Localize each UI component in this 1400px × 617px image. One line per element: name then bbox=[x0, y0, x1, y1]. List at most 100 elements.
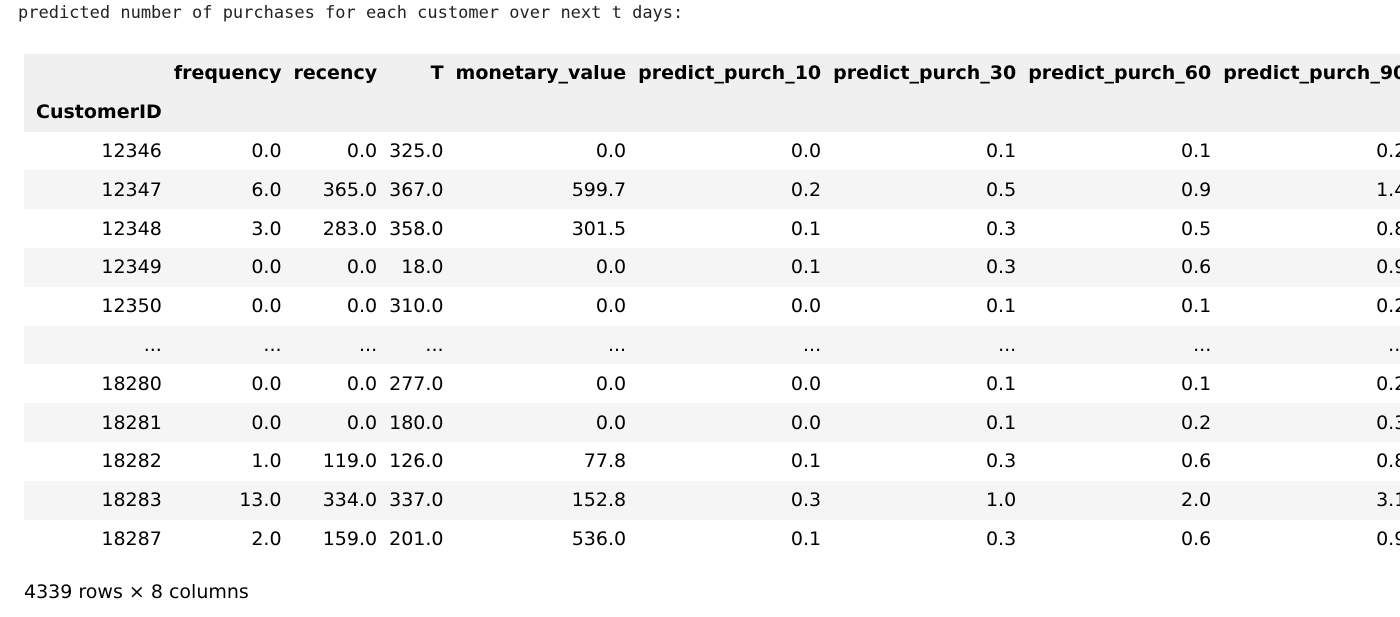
column-header: predict_purch_30 bbox=[833, 62, 1017, 85]
cell: 0.1 bbox=[1181, 372, 1212, 395]
cell: 0.9 bbox=[1376, 256, 1400, 279]
cell: 0.0 bbox=[251, 256, 282, 279]
cell: 3.0 bbox=[251, 217, 282, 240]
cell: 0.2 bbox=[1181, 411, 1212, 434]
output-text: predicted number of purchases for each c… bbox=[18, 3, 684, 23]
row-index: 12346 bbox=[101, 139, 162, 162]
cell: 0.1 bbox=[985, 372, 1017, 395]
column-header: monetary_value bbox=[455, 62, 627, 85]
row-index: 18281 bbox=[101, 411, 162, 434]
column-header: recency bbox=[293, 62, 378, 85]
cell: 0.1 bbox=[1181, 295, 1212, 318]
cell: 0.0 bbox=[595, 411, 627, 434]
cell: 0.1 bbox=[790, 527, 822, 550]
cell: 18.0 bbox=[401, 256, 444, 279]
empty-cell bbox=[174, 93, 294, 132]
cell: 0.0 bbox=[790, 295, 822, 318]
cell: 0.0 bbox=[251, 295, 282, 318]
column-header: frequency bbox=[173, 62, 282, 85]
cell: 0.2 bbox=[1376, 295, 1400, 318]
cell: ... bbox=[998, 333, 1017, 356]
cell: 77.8 bbox=[583, 450, 627, 473]
cell: 0.6 bbox=[1181, 527, 1212, 550]
cell: 0.1 bbox=[790, 256, 822, 279]
table-footer: 4339 rows × 8 columns bbox=[24, 581, 249, 603]
row-index: ... bbox=[143, 333, 162, 356]
cell: 0.0 bbox=[346, 139, 378, 162]
index-name: CustomerID bbox=[36, 101, 162, 124]
cell: 0.9 bbox=[1376, 527, 1400, 550]
table-row: 18280 0.0 0.0 277.0 0.0 0.0 0.1 0.1 0.2 bbox=[24, 364, 1400, 404]
empty-cell bbox=[1223, 93, 1400, 132]
row-index: 12348 bbox=[101, 217, 162, 240]
row-index: 12349 bbox=[101, 256, 162, 279]
table-row: ........................... bbox=[24, 325, 1400, 365]
cell: 599.7 bbox=[571, 178, 627, 201]
column-header: T bbox=[430, 62, 444, 85]
cell: 1.0 bbox=[251, 450, 282, 473]
table-row: 12346 0.0 0.0 325.0 0.0 0.0 0.1 0.1 0.2 bbox=[24, 131, 1400, 171]
empty-cell bbox=[638, 93, 833, 132]
cell: 126.0 bbox=[389, 450, 444, 473]
cell: 325.0 bbox=[389, 139, 444, 162]
empty-cell bbox=[833, 93, 1028, 132]
cell: 0.0 bbox=[346, 256, 378, 279]
table-row: 12348 3.0 283.0 358.0 301.5 0.1 0.3 0.5 0.8 bbox=[24, 209, 1400, 248]
cell: 367.0 bbox=[389, 178, 444, 201]
cell: 2.0 bbox=[251, 527, 282, 550]
row-index: 18287 bbox=[101, 527, 162, 550]
cell: 201.0 bbox=[389, 527, 444, 550]
cell: 0.2 bbox=[1376, 372, 1400, 395]
column-header: predict_purch_90 bbox=[1223, 62, 1400, 85]
cell: 159.0 bbox=[322, 527, 378, 550]
cell: ... bbox=[1388, 333, 1400, 356]
empty-cell bbox=[294, 93, 390, 132]
cell: 301.5 bbox=[571, 217, 627, 240]
empty-cell bbox=[389, 93, 455, 132]
cell: 0.0 bbox=[251, 411, 282, 434]
cell: ... bbox=[607, 333, 627, 356]
cell: 0.1 bbox=[985, 411, 1017, 434]
row-index: 18283 bbox=[101, 489, 162, 512]
cell: 0.0 bbox=[251, 372, 282, 395]
table-row: 18282 1.0 119.0 126.0 77.8 0.1 0.3 0.6 0.8 bbox=[24, 441, 1400, 481]
cell: ... bbox=[359, 333, 378, 356]
cell: 0.0 bbox=[595, 372, 627, 395]
cell: 0.1 bbox=[790, 217, 822, 240]
table-row: 12349 0.0 0.0 18.0 0.0 0.1 0.3 0.6 0.9 bbox=[24, 247, 1400, 287]
cell: 0.6 bbox=[1181, 256, 1212, 279]
cell: 180.0 bbox=[389, 411, 444, 434]
cell: 0.3 bbox=[985, 217, 1017, 240]
cell: ... bbox=[1193, 333, 1212, 356]
cell: 0.0 bbox=[251, 139, 282, 162]
table-row: 18287 2.0 159.0 201.0 536.0 0.1 0.3 0.6 0.9 bbox=[24, 519, 1400, 559]
cell: 152.8 bbox=[571, 489, 627, 512]
cell: 6.0 bbox=[251, 178, 282, 201]
cell: 536.0 bbox=[571, 527, 627, 550]
cell: 0.0 bbox=[595, 139, 627, 162]
cell: 337.0 bbox=[389, 489, 444, 512]
column-header: predict_purch_60 bbox=[1028, 62, 1212, 85]
cell: 0.5 bbox=[985, 178, 1017, 201]
cell: 0.1 bbox=[985, 139, 1017, 162]
row-index: 12350 bbox=[101, 295, 162, 318]
cell: 13.0 bbox=[239, 489, 282, 512]
cell: 0.0 bbox=[790, 372, 822, 395]
cell: 0.3 bbox=[985, 450, 1017, 473]
table-row: 12347 6.0 365.0 367.0 599.7 0.2 0.5 0.9 1.4 bbox=[24, 170, 1400, 210]
cell: 0.2 bbox=[790, 178, 822, 201]
cell: 119.0 bbox=[322, 450, 378, 473]
table-row: 18283 13.0 334.0 337.0 152.8 0.3 1.0 2.0 3.1 bbox=[24, 480, 1400, 520]
cell: 0.3 bbox=[790, 489, 822, 512]
cell: 0.3 bbox=[985, 527, 1017, 550]
empty-cell bbox=[456, 93, 639, 132]
cell: 0.1 bbox=[790, 450, 822, 473]
cell: 0.0 bbox=[346, 372, 378, 395]
cell: 0.0 bbox=[790, 139, 822, 162]
cell: ... bbox=[425, 333, 444, 356]
cell: 334.0 bbox=[322, 489, 378, 512]
